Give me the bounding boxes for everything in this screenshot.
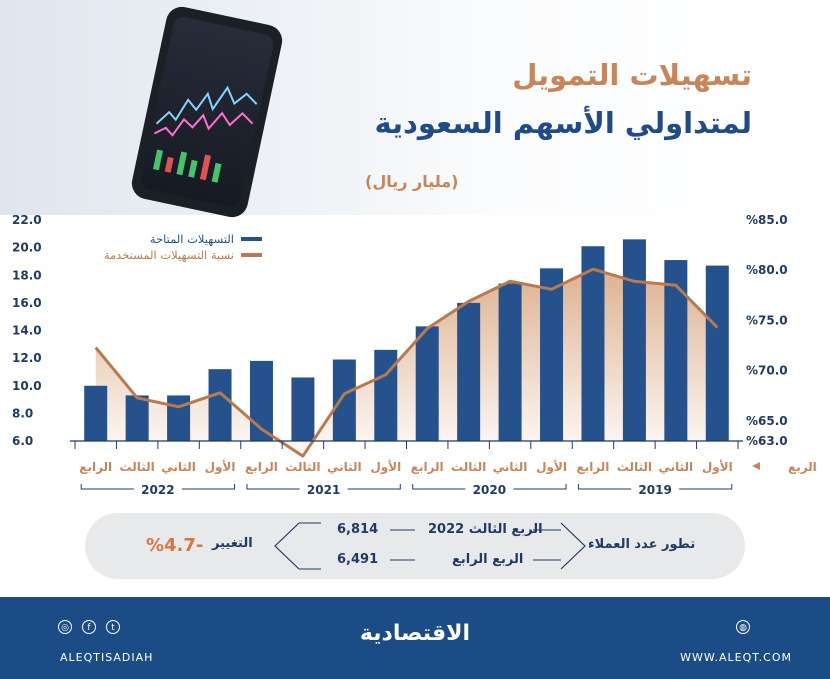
phone-image (128, 3, 286, 221)
social-handle[interactable]: ALEQTISADIAH (60, 651, 154, 664)
bar-2 (167, 395, 191, 441)
year-label: 2020 (473, 483, 506, 497)
bar-5 (291, 377, 315, 441)
footer: ◎ f t ◍ الاقتصادية ALEQTISADIAH WWW.ALEQ… (0, 597, 830, 679)
y-left-tick-label: 12.0 (12, 351, 42, 365)
legend-swatch-line (241, 253, 262, 257)
x-tick-label: الثالث (285, 460, 320, 474)
chart-title-line2: لمتداولي الأسهم السعودية (374, 106, 753, 140)
bar-7 (374, 349, 398, 441)
bar-13 (622, 239, 646, 441)
y-left-tick-label: 22.0 (12, 213, 42, 227)
x-tick-label: الرابع (245, 460, 278, 474)
change-label: التغيير (212, 536, 253, 551)
q4-label: الربع الرابع (452, 552, 524, 567)
legend-swatch-bars (241, 237, 262, 241)
bar-4 (249, 360, 273, 441)
y-right-tick-label: %80.0 (746, 263, 788, 277)
x-tick-label: الرابع (411, 460, 444, 474)
y-left-tick-label: 14.0 (12, 324, 42, 338)
q3-label: الربع الثالث 2022 (428, 522, 543, 537)
x-tick-label: الثاني (161, 460, 196, 474)
x-tick-label: الثاني (493, 460, 528, 474)
year-label: 2019 (638, 483, 671, 497)
y-left-tick-label: 6.0 (12, 434, 33, 448)
instagram-icon[interactable]: ◎ (58, 620, 72, 634)
x-tick-label: الرابع (79, 460, 112, 474)
y-right-tick-label: %65.0 (746, 414, 788, 428)
globe-icon[interactable]: ◍ (736, 620, 750, 634)
year-label: 2021 (307, 483, 340, 497)
q4-value: 6,491 (337, 552, 379, 567)
clients-info-box (85, 513, 745, 579)
website-link[interactable]: WWW.ALEQT.COM (680, 651, 792, 664)
y-left-tick-label: 8.0 (12, 406, 33, 420)
bar-8 (415, 326, 439, 441)
x-tick-label: الرابع (577, 460, 610, 474)
y-left-tick-label: 10.0 (12, 379, 42, 393)
bar-14 (664, 260, 688, 441)
x-tick-label: الأول (205, 459, 236, 475)
legend-label-bars: التسهيلات المتاحة (150, 232, 234, 246)
year-label: 2022 (141, 483, 174, 497)
bar-12 (581, 246, 605, 441)
y-left-tick-label: 20.0 (12, 241, 42, 255)
x-tick-label: الأول (370, 459, 401, 475)
x-tick-label: الأول (702, 459, 733, 475)
x-axis-arrow-icon (752, 462, 760, 470)
y-right-tick-label: %63.0 (746, 434, 788, 448)
y-right-tick-label: %85.0 (746, 213, 788, 227)
y-left-tick-label: 16.0 (12, 296, 42, 310)
usage-ratio-line (94, 267, 719, 458)
year-label-bg (465, 481, 514, 497)
bar-15 (705, 265, 729, 441)
unit-label: (مليار ريال) (365, 172, 459, 191)
year-label-bg (631, 481, 680, 497)
year-label-bg (133, 481, 182, 497)
twitter-icon[interactable]: t (106, 620, 120, 634)
facebook-icon[interactable]: f (82, 620, 96, 634)
bar-3 (208, 369, 232, 441)
bar-0 (84, 385, 108, 441)
x-tick-label: الثاني (659, 460, 694, 474)
year-label-bg (299, 481, 348, 497)
chart-title-line1: تسهيلات التمويل (512, 58, 752, 92)
bar-11 (540, 268, 564, 441)
bar-1 (125, 395, 149, 441)
x-axis-title: الربع (788, 460, 817, 474)
bar-10 (498, 283, 522, 441)
y-right-tick-label: %70.0 (746, 364, 788, 378)
q3-value: 6,814 (337, 522, 379, 537)
x-tick-label: الثاني (327, 460, 362, 474)
x-tick-label: الثالث (617, 460, 652, 474)
change-value: %4.7- (146, 535, 204, 556)
y-right-tick-label: %75.0 (746, 313, 788, 327)
legend-label-line: نسبة التسهيلات المستخدمة (104, 248, 234, 262)
x-tick-label: الثالث (451, 460, 486, 474)
y-left-tick-label: 18.0 (12, 268, 42, 282)
clients-label: تطور عدد العملاء (588, 537, 696, 552)
bar-6 (332, 359, 356, 441)
x-tick-label: الأول (536, 459, 567, 475)
x-tick-label: الثالث (120, 460, 155, 474)
bar-9 (457, 302, 481, 441)
brand-logo: الاقتصادية (359, 621, 471, 646)
chart-area: 6.0 8.0 10.0 12.0 14.0 16.0 18.0 20.0 22.0 %63.0%… (12, 213, 817, 497)
